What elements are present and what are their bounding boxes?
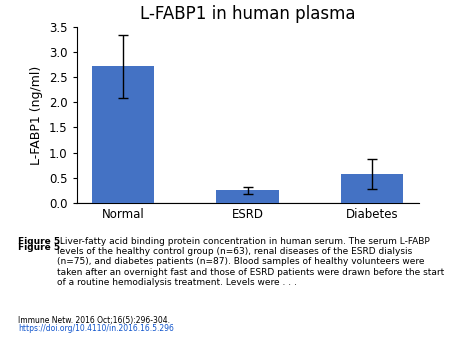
Text: Figure 5.: Figure 5. bbox=[18, 243, 63, 252]
Bar bbox=[341, 174, 403, 203]
Bar bbox=[92, 66, 154, 203]
Text: Liver-fatty acid binding protein concentration in human serum. The serum L-FABP : Liver-fatty acid binding protein concent… bbox=[57, 237, 445, 287]
Y-axis label: L-FABP1 (ng/ml): L-FABP1 (ng/ml) bbox=[30, 65, 43, 165]
Title: L-FABP1 in human plasma: L-FABP1 in human plasma bbox=[140, 5, 355, 23]
Text: Figure 5.: Figure 5. bbox=[18, 237, 63, 246]
Text: https://doi.org/10.4110/in.2016.16.5.296: https://doi.org/10.4110/in.2016.16.5.296 bbox=[18, 324, 174, 334]
Text: Immune Netw. 2016 Oct;16(5):296-304.: Immune Netw. 2016 Oct;16(5):296-304. bbox=[18, 316, 170, 325]
Bar bbox=[216, 190, 279, 203]
